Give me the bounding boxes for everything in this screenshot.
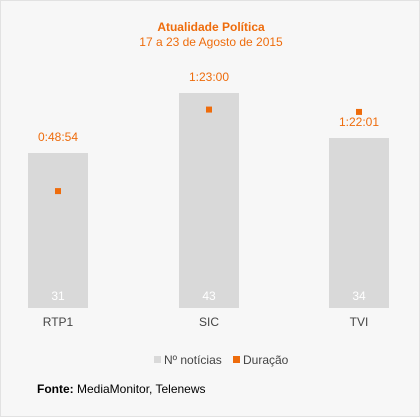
source-note: Fonte: MediaMonitor, Telenews bbox=[37, 382, 206, 396]
duration-marker-sic bbox=[206, 106, 212, 113]
legend-swatch-duracao bbox=[233, 356, 240, 363]
chart-subtitle: 17 a 23 de Agosto de 2015 bbox=[139, 35, 283, 49]
duration-label-rtp1: 0:48:54 bbox=[38, 130, 78, 144]
chart-title: Atualidade Política bbox=[157, 20, 265, 34]
duration-label-sic: 1:23:00 bbox=[189, 70, 229, 84]
category-label-rtp1: RTP1 bbox=[43, 315, 74, 329]
legend-label-noticias: Nº notícias bbox=[164, 353, 222, 367]
bar-label-rtp1: 31 bbox=[51, 289, 65, 303]
bar-tvi bbox=[329, 138, 389, 308]
bar-sic bbox=[179, 93, 239, 308]
legend: Nº notícias Duração bbox=[154, 353, 289, 367]
plot-area: 31 0:48:54 RTP1 43 1:23:00 SIC 34 1:22:01 TVI bbox=[28, 70, 389, 329]
bar-label-tvi: 34 bbox=[352, 289, 366, 303]
category-label-sic: SIC bbox=[199, 315, 219, 329]
legend-swatch-noticias bbox=[154, 356, 161, 363]
duration-marker-rtp1 bbox=[55, 188, 61, 195]
duration-marker-tvi bbox=[356, 108, 362, 115]
bar-rtp1 bbox=[28, 153, 88, 308]
source-text: MediaMonitor, Telenews bbox=[77, 382, 206, 396]
legend-label-duracao: Duração bbox=[243, 353, 289, 367]
source-label: Fonte: bbox=[37, 382, 74, 396]
bar-label-sic: 43 bbox=[202, 289, 216, 303]
duration-label-tvi: 1:22:01 bbox=[339, 115, 379, 129]
category-label-tvi: TVI bbox=[350, 315, 369, 329]
